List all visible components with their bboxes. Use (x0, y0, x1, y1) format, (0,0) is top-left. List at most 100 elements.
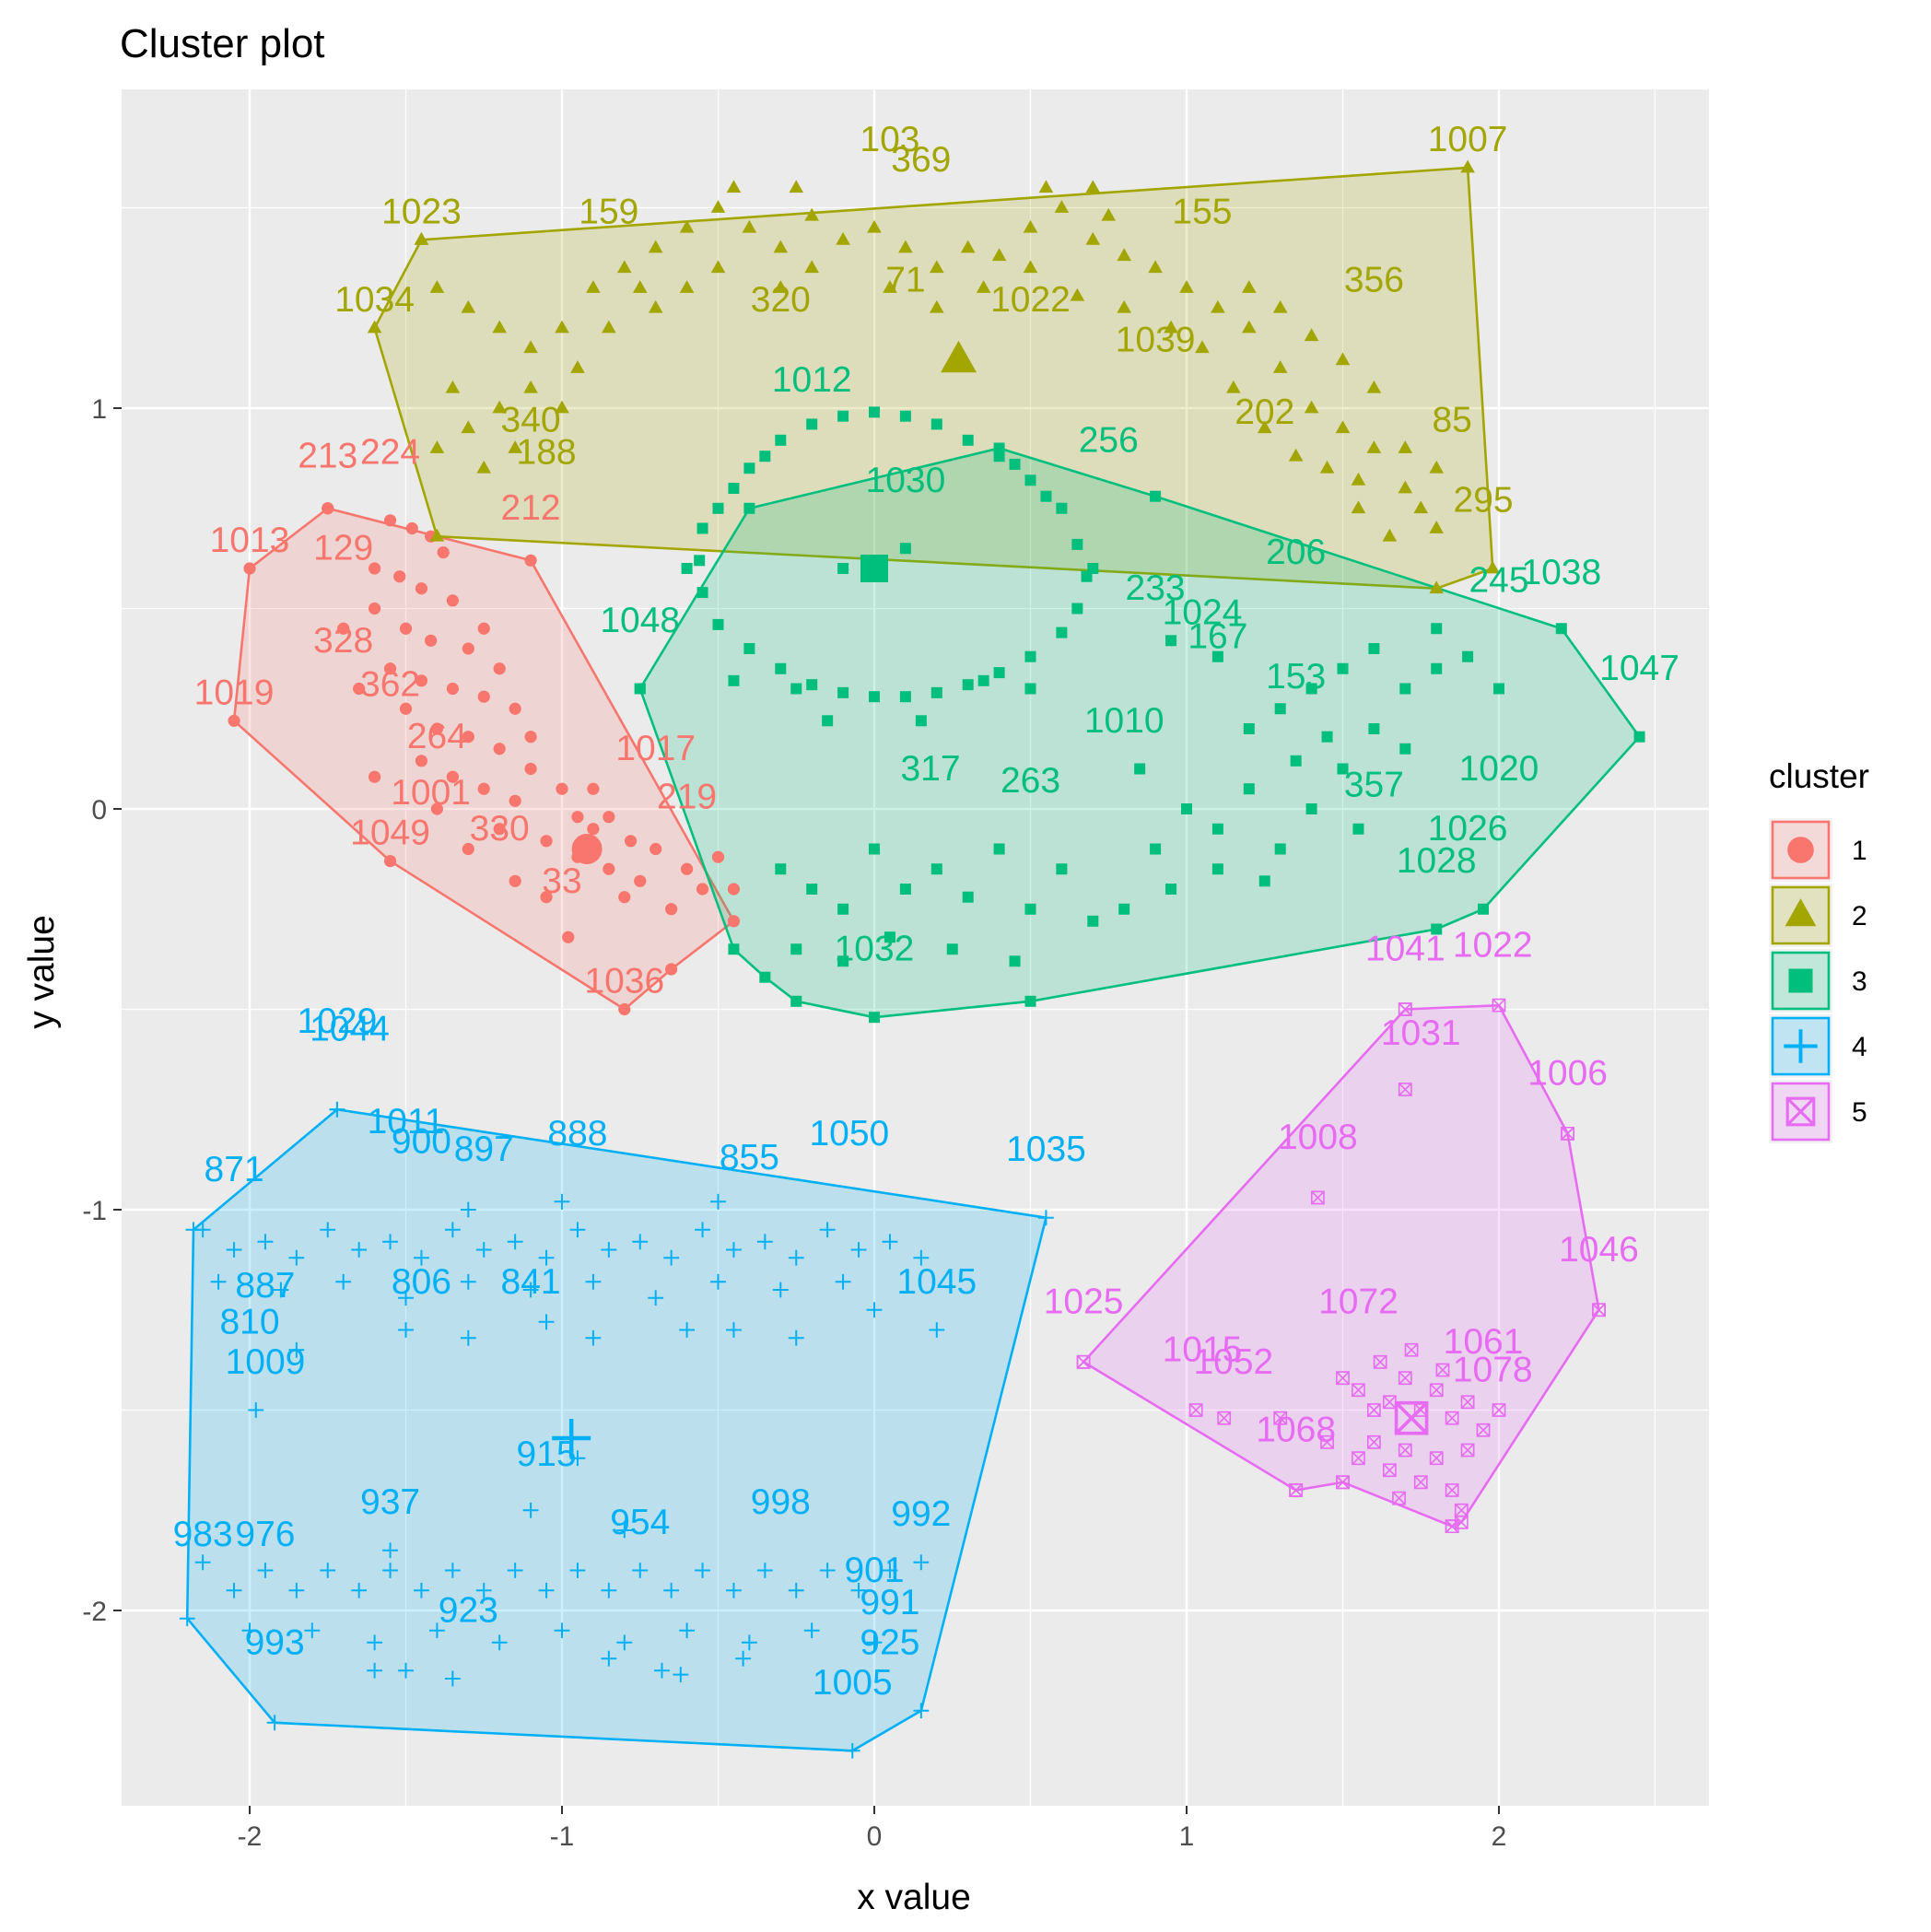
cluster-4-point (414, 1249, 429, 1266)
cluster-3-point (1024, 683, 1036, 695)
cluster-4-point (367, 1634, 382, 1651)
cluster-3-point (1009, 458, 1021, 470)
cluster-5-point (1445, 1483, 1459, 1497)
cluster-4-point (632, 1234, 649, 1250)
cluster-1-point (634, 874, 647, 887)
cluster-3-point (1243, 723, 1255, 734)
cluster-4-point-label: 1011 (368, 1102, 445, 1142)
cluster-5-point-label: 1061 (1444, 1322, 1524, 1362)
cluster-3-point-label: 153 (1266, 657, 1326, 697)
cluster-2-point (1429, 460, 1444, 474)
cluster-2-point (461, 299, 476, 313)
cluster-4-point-label: 900 (392, 1122, 451, 1162)
cluster-2-point-label: 202 (1235, 392, 1294, 432)
cluster-4-point (507, 1234, 523, 1250)
cluster-5-point-label: 1006 (1527, 1054, 1608, 1094)
legend-item-4: 4 (1769, 1014, 1867, 1078)
cluster-4-point (320, 1222, 336, 1238)
cluster-3-point (1337, 662, 1349, 674)
cluster-3-point (837, 563, 849, 574)
cluster-3-point (1337, 763, 1349, 775)
cluster-2-point (898, 240, 913, 253)
cluster-2-point-label: 1022 (990, 280, 1071, 320)
cluster-2-point-label: 369 (891, 140, 951, 180)
cluster-4-point (616, 1634, 633, 1651)
cluster-1-point (393, 570, 406, 583)
cluster-4-point (648, 1290, 664, 1306)
cluster-4-point (710, 1193, 726, 1210)
cluster-1-hull-point (383, 854, 397, 868)
cluster-3-point (869, 691, 880, 703)
cluster-1-hull-point (524, 554, 537, 567)
cluster-4-point (475, 1242, 492, 1258)
legend-marker-3 (1788, 968, 1813, 993)
cluster-3-point (790, 943, 802, 955)
cluster-4-point (742, 1634, 757, 1651)
cluster-2-point (555, 400, 569, 414)
cluster-3-point (837, 686, 849, 698)
cluster-4-point (819, 1222, 836, 1238)
cluster-2-point (930, 260, 944, 274)
cluster-1-point (540, 835, 553, 848)
cluster-2-point (1366, 380, 1382, 393)
cluster-1-point-label: 362 (360, 665, 420, 705)
cluster-4-point (429, 1622, 445, 1639)
cluster-2-point-label: 71 (885, 260, 925, 299)
cluster-3-point-label: 1048 (600, 601, 680, 640)
cluster-2-point (445, 380, 461, 393)
cluster-4-point-label: 1029 (298, 1001, 378, 1041)
cluster-4-point (491, 1634, 508, 1651)
cluster-4-point-label: 871 (205, 1150, 264, 1189)
cluster-3-point (1274, 703, 1286, 715)
cluster-2-hull-point (1429, 580, 1444, 594)
cluster-3-point (993, 667, 1005, 679)
cluster-4-point (194, 1554, 211, 1571)
cluster-1-hull-point (228, 714, 240, 727)
cluster-3-point (1181, 803, 1192, 814)
cluster-4-point (382, 1542, 398, 1559)
cluster-3-point-label: 206 (1266, 533, 1326, 572)
cluster-1-point-label: 224 (360, 432, 420, 472)
grid-lines (122, 89, 1709, 1806)
cluster-1-hull-point (243, 562, 256, 575)
cluster-2-point-label: 103 (860, 120, 919, 159)
cluster-3-point (930, 863, 942, 875)
cluster-1-point-label: 219 (657, 777, 717, 816)
cluster-2-point-label: 85 (1432, 401, 1471, 440)
cluster-5-center (1394, 1400, 1429, 1435)
plot-panel: 1013 1019 1049 1036 1001 1017 213 224 212 129 330 2… (122, 89, 1709, 1806)
cluster-1-point (477, 690, 490, 703)
cluster-4-hull-point (179, 1610, 195, 1627)
cluster-1-point (462, 842, 474, 856)
cluster-1-point (509, 874, 521, 887)
cluster-3-hull-point (1024, 995, 1036, 1007)
cluster-4-point-label: 976 (235, 1515, 295, 1554)
cluster-5-point-label: 1068 (1256, 1411, 1336, 1450)
cluster-2-point (1335, 420, 1351, 434)
cluster-2-point (679, 219, 695, 233)
cluster-3-point-label: 263 (1001, 761, 1060, 801)
cluster-3-point-label: 1026 (1428, 809, 1508, 849)
cluster-4-points (179, 1101, 1054, 1759)
cluster-2-point (679, 280, 695, 293)
x-tick-label: -2 (238, 1821, 263, 1852)
cluster-4-point (569, 1222, 586, 1238)
cluster-2-point (1398, 480, 1413, 494)
cluster-5-point (1217, 1411, 1232, 1425)
cluster-2-point-label: 1039 (1116, 321, 1196, 360)
legend-item-3: 3 (1769, 949, 1867, 1013)
cluster-3-point (1290, 755, 1302, 767)
cluster-5-point (1336, 1371, 1350, 1386)
cluster-4-point (226, 1582, 242, 1598)
cluster-4-point (803, 1622, 820, 1639)
cluster-4-point (788, 1329, 804, 1346)
x-tick-label: 0 (867, 1821, 883, 1852)
cluster-1-points (228, 502, 741, 1016)
cluster-4-hull (185, 1107, 1048, 1752)
cluster-2-hull-point (1485, 560, 1501, 574)
cluster-5-point-label: 1046 (1559, 1230, 1639, 1270)
cluster-2-point-label: 340 (501, 401, 561, 440)
cluster-2-point (1195, 340, 1210, 354)
cluster-3-hull-point (1431, 923, 1443, 935)
cluster-1-point (603, 862, 615, 875)
